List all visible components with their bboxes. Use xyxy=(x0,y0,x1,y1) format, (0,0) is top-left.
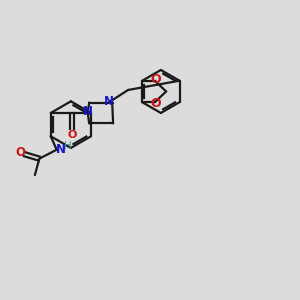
Text: N: N xyxy=(83,105,93,118)
Text: O: O xyxy=(151,97,161,110)
Text: O: O xyxy=(15,146,25,159)
Text: O: O xyxy=(151,73,161,86)
Text: O: O xyxy=(68,130,77,140)
Text: N: N xyxy=(103,94,114,107)
Text: H: H xyxy=(64,141,71,151)
Text: N: N xyxy=(56,143,66,156)
